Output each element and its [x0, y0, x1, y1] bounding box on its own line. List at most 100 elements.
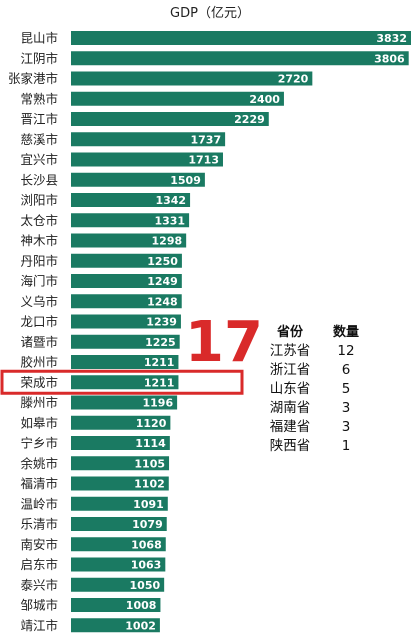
bar [71, 71, 313, 86]
chart-title: GDP（亿元） [170, 6, 250, 21]
table-province: 湖南省 [270, 400, 311, 416]
bar-value-label: 1713 [188, 154, 219, 167]
category-label: 龙口市 [20, 314, 58, 329]
table-count: 3 [342, 400, 351, 416]
category-label: 乐清市 [20, 517, 58, 532]
category-label: 邹城市 [20, 598, 58, 613]
bar [71, 395, 178, 410]
category-label: 义乌市 [20, 294, 58, 309]
bar [71, 537, 166, 552]
category-label: 晋江市 [20, 112, 58, 127]
bars-group: 昆山市 3832 江阴市 3806 张家港市 2720 常熟市 2400 晋江市 2229 慈溪市 1… [0, 31, 411, 633]
bar-value-label: 1002 [125, 619, 156, 632]
bar [71, 152, 223, 167]
table-count: 6 [342, 362, 351, 378]
bar [71, 577, 165, 592]
category-label: 昆山市 [20, 31, 58, 46]
category-label: 浏阳市 [20, 193, 58, 208]
bar-value-label: 1091 [133, 498, 164, 511]
table-count: 3 [342, 419, 351, 435]
bar [71, 557, 166, 572]
bar-value-label: 1114 [135, 437, 166, 450]
bar [71, 31, 411, 45]
table-count: 5 [342, 381, 351, 397]
category-label: 神木市 [20, 233, 58, 248]
table-count: 12 [337, 343, 354, 359]
category-label: 常熟市 [20, 91, 58, 106]
category-label: 荣成市 [20, 375, 58, 390]
category-label: 宜兴市 [20, 152, 58, 167]
table-province: 浙江省 [270, 362, 311, 378]
bar-value-label: 1225 [145, 336, 176, 349]
bar-value-label: 1050 [130, 579, 161, 592]
category-label: 长沙县 [20, 172, 58, 187]
bar [71, 415, 171, 430]
bar-value-label: 2400 [249, 93, 280, 106]
category-label: 启东市 [20, 557, 58, 572]
category-label: 丹阳市 [20, 253, 58, 268]
bar [71, 91, 284, 106]
bar-value-label: 1008 [126, 599, 157, 612]
bar [71, 598, 161, 612]
bar [71, 355, 179, 369]
bar [71, 253, 182, 268]
table-count: 1 [342, 438, 351, 454]
bar [71, 294, 182, 309]
bar [71, 172, 205, 187]
bar [71, 274, 182, 288]
category-label: 胶州市 [20, 355, 58, 370]
bar-value-label: 1120 [136, 417, 167, 430]
bar [71, 456, 170, 471]
table-header: 数量 [333, 324, 359, 340]
bar-value-label: 1342 [155, 194, 186, 207]
table-province: 江苏省 [270, 343, 311, 359]
bar-value-label: 1509 [170, 174, 201, 187]
bar-value-label: 1068 [131, 538, 162, 551]
rank-number: 17 [185, 310, 263, 375]
category-label: 滕州市 [20, 395, 58, 410]
bar-value-label: 3832 [376, 32, 407, 45]
category-label: 诸暨市 [20, 334, 58, 349]
category-label: 泰兴市 [20, 577, 58, 592]
table-province: 福建省 [270, 419, 311, 435]
bar [71, 193, 191, 207]
bar [71, 314, 181, 329]
bar-value-label: 1105 [134, 457, 165, 470]
bar [71, 334, 180, 349]
bar [71, 112, 269, 126]
bar-value-label: 1737 [190, 133, 221, 146]
bar [71, 436, 170, 450]
bar-value-label: 1102 [134, 478, 165, 491]
category-label: 海门市 [20, 274, 58, 289]
bar-value-label: 3806 [374, 52, 405, 65]
bar-value-label: 1249 [147, 275, 178, 288]
category-label: 福清市 [20, 476, 58, 491]
bar [71, 517, 167, 531]
bar [71, 213, 190, 228]
bar-value-label: 1250 [147, 255, 178, 268]
category-label: 南安市 [20, 537, 58, 552]
bar-value-label: 1063 [131, 559, 162, 572]
category-label: 太仓市 [20, 213, 58, 228]
bar-value-label: 1211 [144, 376, 175, 389]
bar-value-label: 1298 [152, 235, 183, 248]
category-label: 张家港市 [8, 71, 58, 86]
category-label: 如皋市 [20, 415, 58, 430]
bar-value-label: 1331 [154, 214, 185, 227]
table-province: 陕西省 [270, 438, 311, 454]
bar-value-label: 2720 [278, 73, 309, 86]
category-label: 宁乡市 [20, 436, 58, 451]
bar-value-label: 1196 [142, 397, 173, 410]
category-label: 余姚市 [20, 456, 58, 471]
bar [71, 51, 409, 66]
bar-value-label: 1079 [132, 518, 163, 531]
table-province: 山东省 [270, 381, 311, 397]
bar [71, 476, 169, 491]
bar [71, 618, 160, 633]
bar [71, 132, 226, 147]
bar-value-label: 1239 [146, 316, 177, 329]
category-label: 慈溪市 [20, 132, 58, 147]
